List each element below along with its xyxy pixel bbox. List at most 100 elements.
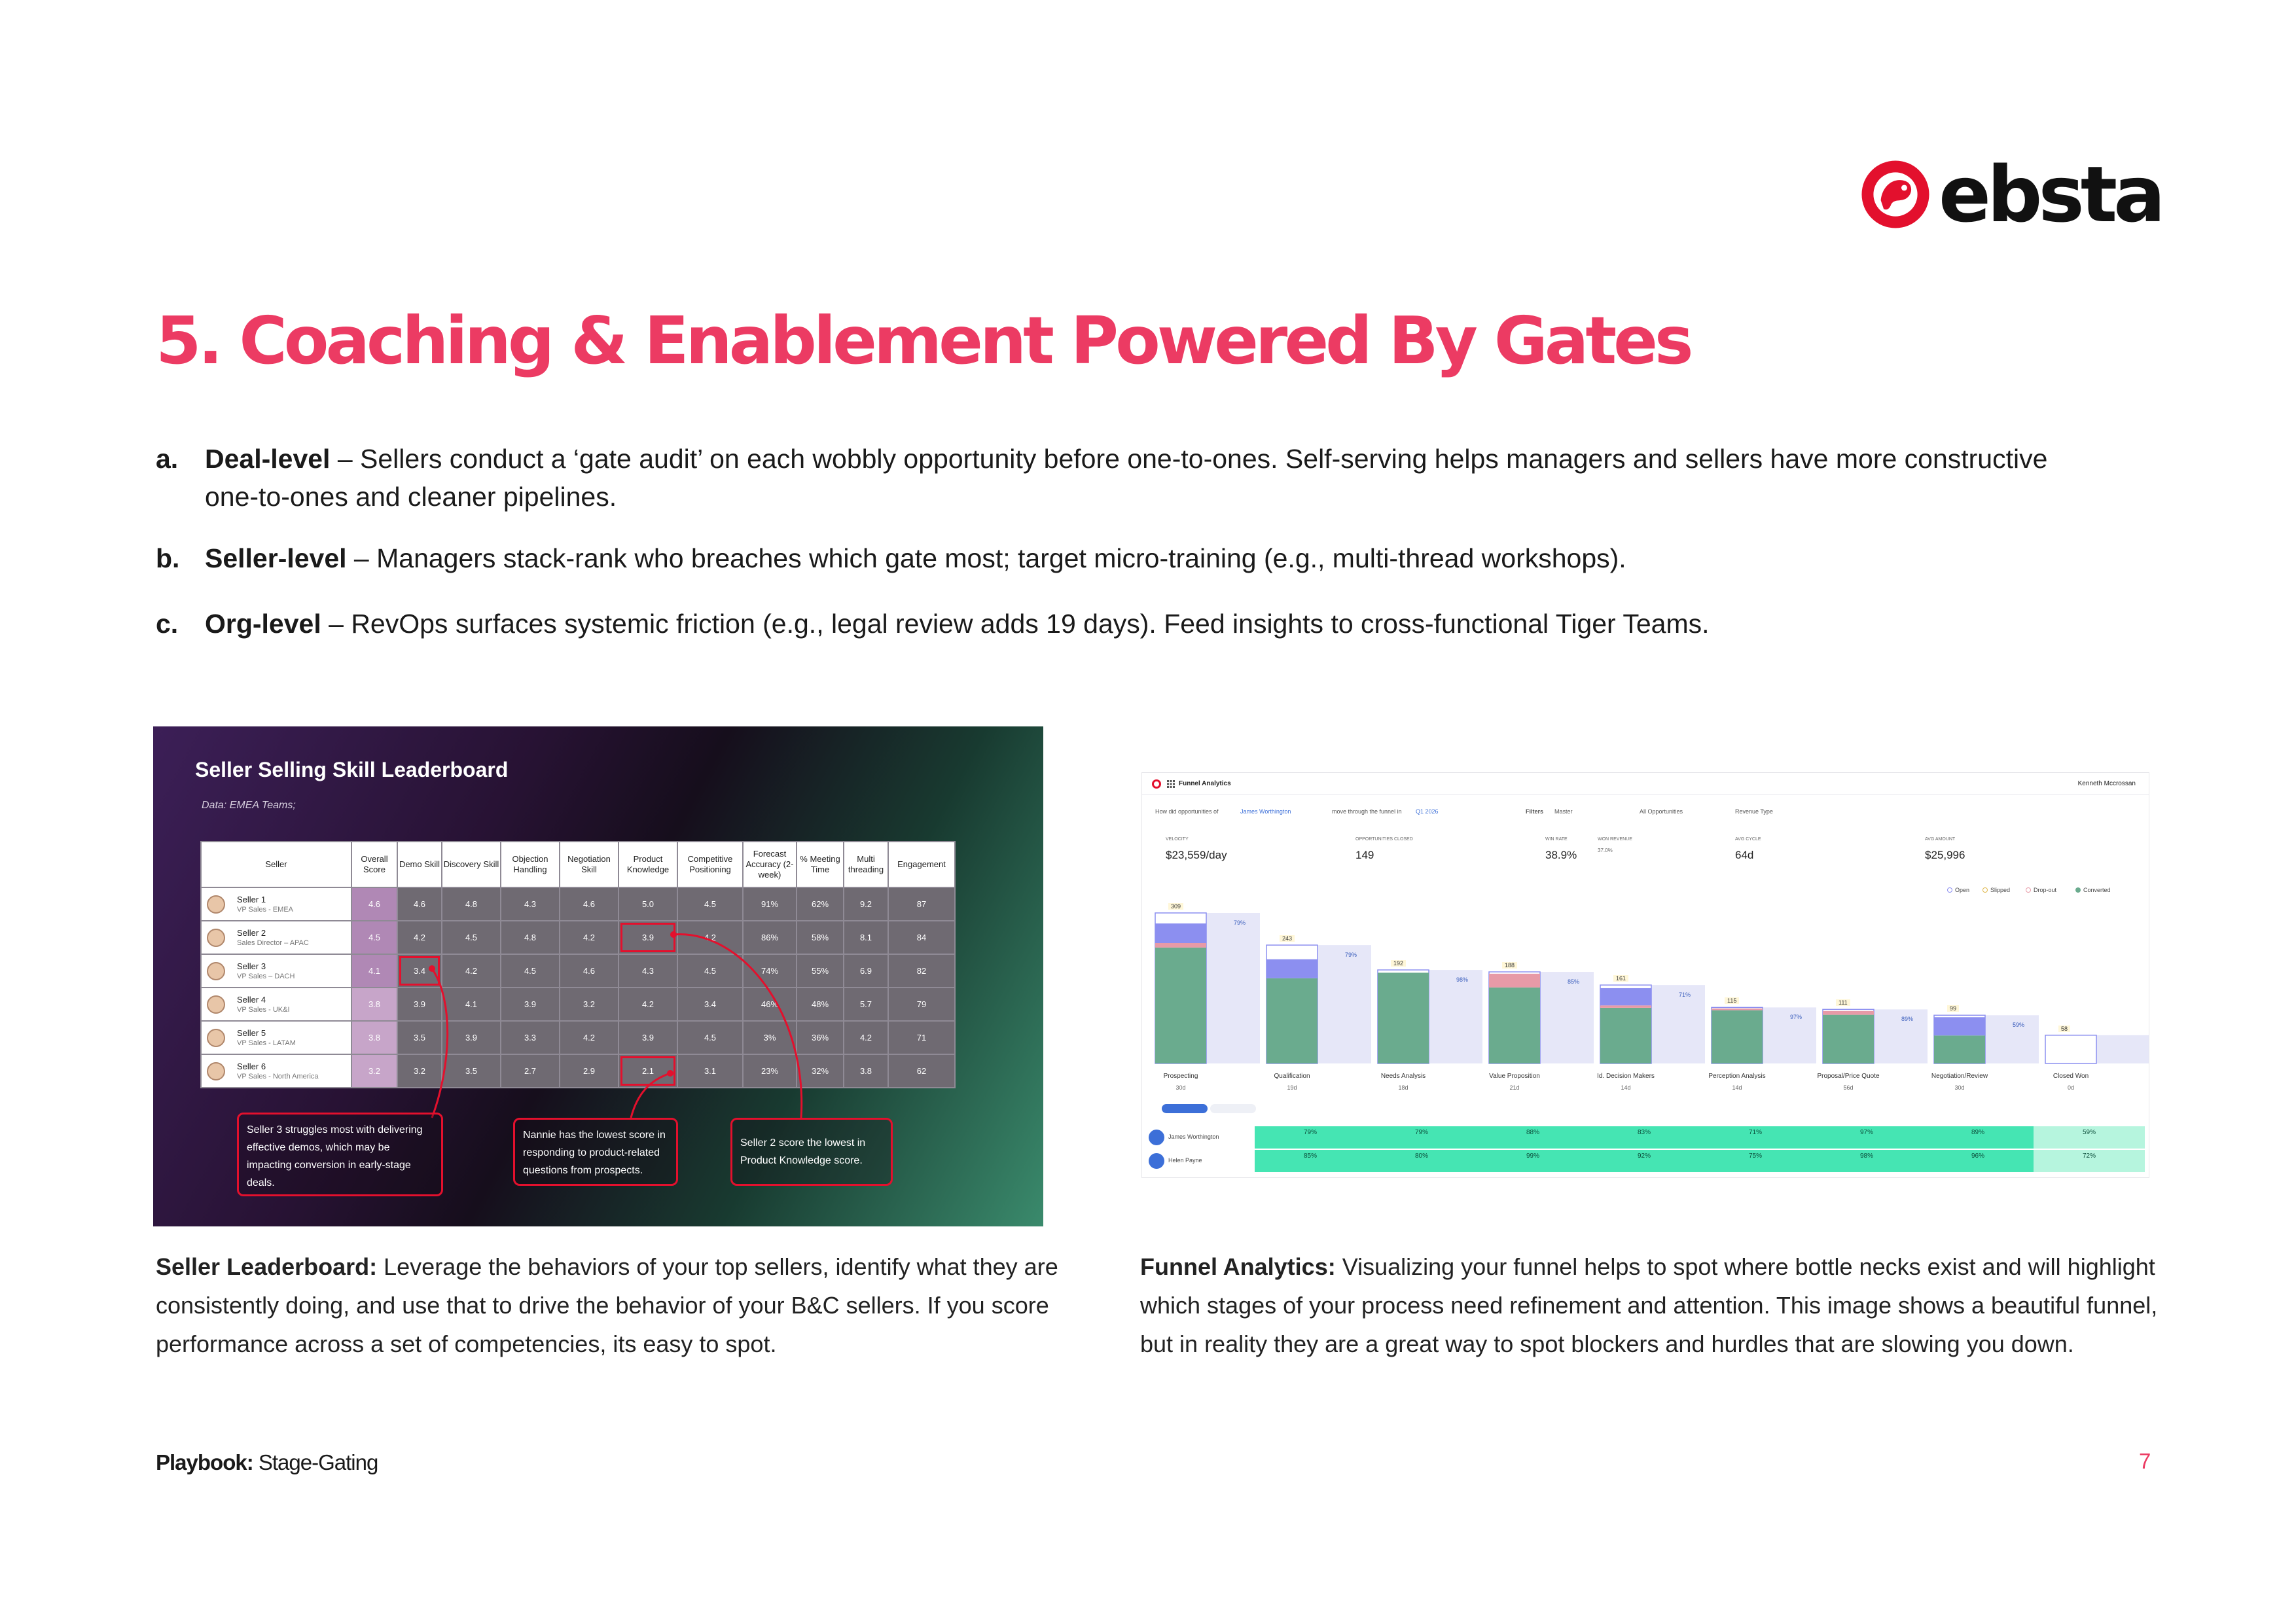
leaderboard-cell: 58%	[796, 920, 844, 955]
bullet-lead: Org-level	[205, 609, 321, 639]
seller-cell: Seller 5 VP Sales - LATAM	[200, 1020, 352, 1055]
funnel-bar-open[interactable]	[1600, 988, 1651, 1006]
funnel-bar-converted[interactable]	[1934, 1035, 1985, 1063]
leaderboard-cell: 3.9	[500, 987, 560, 1022]
tab-converted[interactable]	[1162, 1104, 1208, 1113]
owner-select[interactable]: James Worthington	[1240, 808, 1291, 815]
leaderboard-header-row: Seller Overall Score Demo Skill Discovery S…	[200, 841, 956, 888]
leaderboard-cell: 3.2	[397, 1054, 442, 1088]
ebsta-mini-logo-icon	[1152, 779, 1161, 789]
caption-text: Visualizing your funnel helps to spot wh…	[1140, 1253, 2158, 1357]
funnel-table-cell: 79%	[1255, 1126, 1366, 1149]
leaderboard-cell: 3%	[742, 1020, 797, 1055]
leaderboard-cell: 4.5	[677, 1020, 744, 1055]
funnel-row-name: Helen Payne	[1168, 1157, 1202, 1164]
funnel-cell-value: 97%	[1859, 1129, 1873, 1136]
funnel-table-cell: 79%	[1366, 1126, 1477, 1149]
funnel-bar-open[interactable]	[1155, 923, 1206, 943]
bullet-item-seller-level: b. Seller-level – Managers stack-rank wh…	[156, 539, 2054, 577]
stat-wonrevenue-value: 37.0%	[1598, 847, 1613, 853]
filter-opportunities-select[interactable]: All Opportunities	[1640, 808, 1683, 815]
funnel-bar-count: 192	[1391, 960, 1407, 967]
legend-open: Open	[1947, 887, 1969, 893]
leaderboard-table: Seller Overall Score Demo Skill Discovery S…	[200, 841, 956, 1088]
leaderboard-cell: 3.5	[441, 1054, 501, 1088]
funnel-bar-converted[interactable]	[1378, 972, 1429, 1063]
funnel-stage-label: Prospecting	[1163, 1073, 1198, 1080]
filter-master-select[interactable]: Master	[1554, 808, 1573, 815]
callout-seller3: Seller 3 struggles most with delivering …	[237, 1113, 443, 1196]
seller-name: Seller 3	[237, 961, 266, 971]
leaderboard-header-cell: % Meeting Time	[796, 841, 844, 888]
leaderboard-header-cell: Multi threading	[843, 841, 889, 888]
leaderboard-cell: 48%	[796, 987, 844, 1022]
grid-icon[interactable]	[1167, 780, 1175, 788]
funnel-app-title[interactable]: Funnel Analytics	[1179, 780, 1231, 787]
funnel-stage-days: 14d	[1732, 1084, 1742, 1091]
stat-cycle-label: AVG CYCLE	[1735, 837, 1761, 842]
tab-timeframe[interactable]	[1210, 1104, 1256, 1113]
leaderboard-cell: 3.2	[559, 987, 619, 1022]
funnel-bar-converted[interactable]	[1155, 947, 1206, 1063]
funnel-bar-converted[interactable]	[1489, 987, 1540, 1063]
funnel-bar-slipped[interactable]	[1600, 1005, 1651, 1008]
funnel-bar-frame[interactable]	[2045, 1035, 2097, 1064]
legend-label: Drop-out	[2034, 887, 2057, 893]
funnel-bar-slipped[interactable]	[1712, 1008, 1763, 1010]
leaderboard-cell: 74%	[742, 954, 797, 988]
leaderboard-cell: 3.2	[351, 1054, 398, 1088]
period-select[interactable]: Q1 2026	[1416, 808, 1439, 815]
leaderboard-cell: 4.2	[618, 987, 678, 1022]
funnel-bar-slipped[interactable]	[1489, 973, 1540, 988]
funnel-conversion-rate: 79%	[1234, 919, 1246, 926]
leaderboard-cell: 71	[888, 1020, 956, 1055]
seller-name: Seller 2	[237, 927, 266, 938]
leaderboard-subtitle: Data: EMEA Teams;	[202, 800, 296, 811]
funnel-cell-value: 80%	[1414, 1152, 1428, 1160]
funnel-bar-open[interactable]	[1934, 1017, 1985, 1036]
funnel-bar-converted[interactable]	[1712, 1010, 1763, 1063]
leaderboard-row: Seller 2 Sales Director – APAC 4.5 4.2 4.5 4.…	[200, 920, 956, 955]
bullet-marker: c.	[156, 609, 179, 639]
leaderboard-cell: 4.6	[559, 954, 619, 988]
funnel-bar-slipped[interactable]	[1823, 1010, 1874, 1015]
avatar	[207, 961, 225, 980]
leaderboard-cell: 4.1	[441, 987, 501, 1022]
funnel-bar-count: 161	[1613, 975, 1629, 982]
avatar	[207, 928, 225, 947]
leaderboard-cell: 82	[888, 954, 956, 988]
leaderboard-cell: 3.1	[677, 1054, 744, 1088]
leaderboard-cell: 36%	[796, 1020, 844, 1055]
funnel-table-cell: 88%	[1477, 1126, 1588, 1149]
filter-revenue-type-select[interactable]: Revenue Type	[1735, 808, 1773, 815]
seller-role: VP Sales - LATAM	[237, 1039, 296, 1047]
legend-slipped-dot	[1982, 887, 1988, 893]
stat-closed-value: 149	[1355, 849, 1374, 861]
leaderboard-cell: 3.4	[677, 987, 744, 1022]
selector-middle: move through the funnel in	[1332, 808, 1402, 815]
stat-closed-label: OPPORTUNITIES CLOSED	[1355, 837, 1413, 842]
funnel-table-cell: 98%	[1811, 1150, 1922, 1172]
funnel-bar-slipped[interactable]	[1155, 943, 1206, 948]
leaderboard-cell: 3.9	[397, 987, 442, 1022]
funnel-cell-value: 59%	[2082, 1129, 2096, 1136]
funnel-bar-open[interactable]	[1266, 959, 1318, 978]
funnel-bar-converted[interactable]	[1823, 1014, 1874, 1063]
leaderboard-header-cell: Forecast Accuracy (2-week)	[742, 841, 797, 888]
funnel-cell-value: 85%	[1303, 1152, 1317, 1160]
user-menu[interactable]: Kenneth Mccrossan	[2077, 780, 2136, 787]
legend-label: Converted	[2083, 887, 2111, 893]
leaderboard-cell: 6.9	[843, 954, 889, 988]
funnel-stage-label: Negotiation/Review	[1931, 1073, 1988, 1080]
funnel-chart	[1155, 912, 2149, 1064]
funnel-bar-converted[interactable]	[1266, 978, 1318, 1063]
funnel-table-cell: 75%	[1700, 1150, 1811, 1172]
avatar	[207, 995, 225, 1014]
funnel-bar-converted[interactable]	[1600, 1007, 1651, 1063]
funnel-table-cell: 72%	[2034, 1150, 2145, 1172]
seller-cell: Seller 1 VP Sales - EMEA	[200, 887, 352, 921]
leaderboard-header-cell: Discovery Skill	[441, 841, 501, 888]
funnel-bar-count: 243	[1280, 935, 1295, 942]
leaderboard-cell: 4.5	[677, 954, 744, 988]
funnel-table-cell: 83%	[1588, 1126, 1700, 1149]
